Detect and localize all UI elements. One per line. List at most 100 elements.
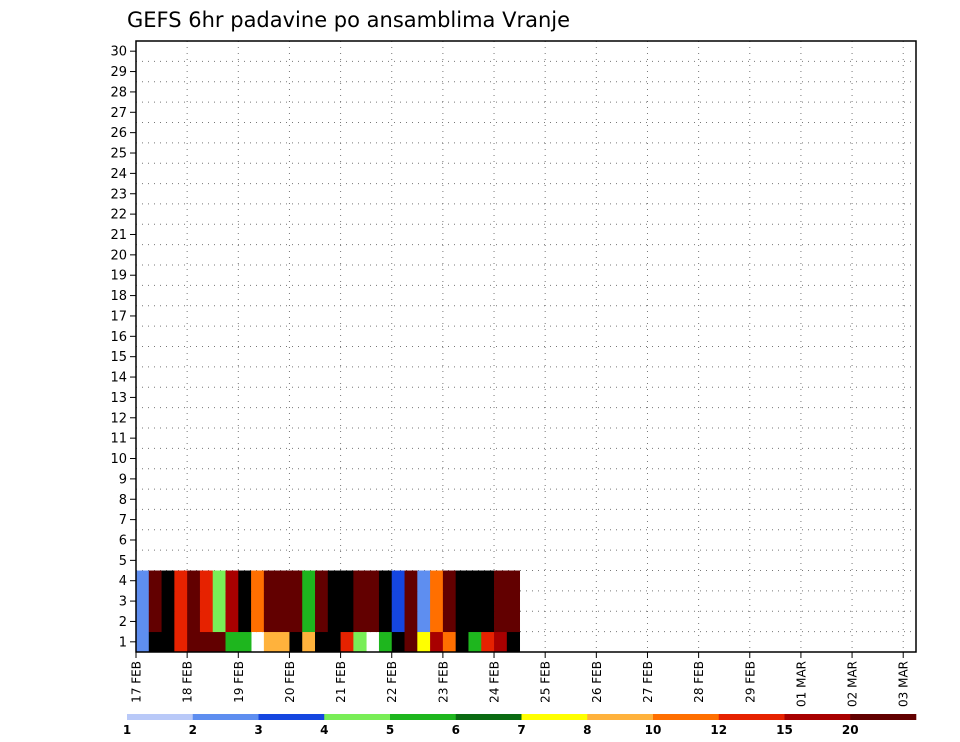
heatmap-cell <box>455 570 469 592</box>
x-tick-label: 17 FEB <box>130 661 144 703</box>
y-tick-label: 4 <box>119 574 127 589</box>
heatmap-cell <box>136 570 150 592</box>
y-tick-label: 8 <box>119 493 127 508</box>
x-tick-label: 21 FEB <box>334 661 348 703</box>
heatmap-cell <box>148 590 162 612</box>
legend-swatch <box>127 714 194 720</box>
y-tick-label: 26 <box>110 126 127 141</box>
heatmap-cell <box>263 590 278 612</box>
y-tick-label: 24 <box>110 167 127 182</box>
heatmap-cell <box>442 570 457 592</box>
y-tick-label: 19 <box>110 269 127 284</box>
x-tick-label: 22 FEB <box>385 661 399 703</box>
heatmap-cell <box>276 570 290 592</box>
heatmap-cell <box>315 611 329 633</box>
heatmap-cell <box>174 570 188 592</box>
heatmap-cell <box>199 570 214 592</box>
heatmap-cell <box>417 631 431 653</box>
heatmap-cell <box>327 611 341 633</box>
heatmap-cell <box>340 590 354 612</box>
heatmap-cell <box>455 611 469 633</box>
heatmap-cell <box>148 611 162 633</box>
heatmap-cell <box>161 611 175 633</box>
heatmap-cell <box>430 570 444 592</box>
heatmap-cell <box>315 631 329 653</box>
legend-label: 8 <box>583 723 591 737</box>
x-tick-label: 25 FEB <box>539 661 553 703</box>
y-tick-label: 21 <box>110 228 127 243</box>
heatmap-cell <box>353 611 367 633</box>
legend: 1 2 3 4 5 6 7 8 10 12 15 20 <box>123 714 917 737</box>
legend-label: 4 <box>320 723 328 737</box>
y-tick-label: 1 <box>119 635 127 650</box>
heatmap-cell <box>442 631 457 653</box>
legend-swatch <box>653 714 720 720</box>
heatmap-cell <box>148 631 162 653</box>
heatmap-cell <box>417 590 431 612</box>
y-tick-label: 29 <box>110 65 127 80</box>
heatmap-cell <box>136 611 150 633</box>
y-tick-label: 6 <box>119 533 127 548</box>
heatmap-cell <box>276 611 290 633</box>
heatmap-cell <box>506 590 521 612</box>
heatmap-cell <box>187 611 201 633</box>
heatmap-cell <box>340 631 354 653</box>
heatmap-cell <box>506 570 521 592</box>
heatmap-cell <box>161 570 175 592</box>
heatmap-cell <box>199 611 214 633</box>
heatmap-cell <box>404 611 418 633</box>
heatmap-cell <box>276 631 290 653</box>
heatmap-cell <box>340 611 354 633</box>
legend-label: 6 <box>452 723 460 737</box>
heatmap-cell <box>404 570 418 592</box>
heatmap-cell <box>506 631 521 653</box>
y-axis: 1234567891011121314151617181920212223242… <box>110 45 136 650</box>
legend-swatch <box>850 714 917 720</box>
heatmap-cell <box>276 590 290 612</box>
y-tick-label: 12 <box>110 411 127 426</box>
y-tick-label: 9 <box>119 472 127 487</box>
legend-swatch <box>718 714 785 720</box>
heatmap-cell <box>238 570 252 592</box>
heatmap-cell <box>302 611 316 633</box>
x-tick-label: 28 FEB <box>692 661 706 703</box>
heatmap-cell <box>353 590 367 612</box>
heatmap-cell <box>353 570 367 592</box>
legend-swatch <box>324 714 391 720</box>
heatmap-cell <box>161 631 175 653</box>
cells-layer <box>136 570 521 653</box>
heatmap-cell <box>391 611 405 633</box>
heatmap-cell <box>430 590 444 612</box>
legend-label: 5 <box>386 723 394 737</box>
heatmap-cell <box>366 590 380 612</box>
y-tick-label: 14 <box>110 371 127 386</box>
heatmap-cell <box>378 590 393 612</box>
heatmap-cell <box>289 570 303 592</box>
y-tick-label: 13 <box>110 391 127 406</box>
heatmap-cell <box>442 590 457 612</box>
heatmap-cell <box>263 631 278 653</box>
heatmap-cell <box>315 590 329 612</box>
heatmap-cell <box>468 631 482 653</box>
heatmap-cell <box>494 611 508 633</box>
y-tick-label: 11 <box>110 432 127 447</box>
y-tick-label: 27 <box>110 106 127 121</box>
y-tick-label: 2 <box>119 615 127 630</box>
legend-label: 2 <box>189 723 197 737</box>
heatmap-cell <box>366 570 380 592</box>
heatmap-cell <box>136 590 150 612</box>
x-tick-label: 29 FEB <box>743 661 757 703</box>
heatmap-cell <box>251 611 265 633</box>
legend-label: 15 <box>776 723 793 737</box>
heatmap-cell <box>327 590 341 612</box>
heatmap-cell <box>468 590 482 612</box>
grid-layer <box>135 40 916 652</box>
heatmap-cell <box>417 570 431 592</box>
x-tick-label: 23 FEB <box>436 661 450 703</box>
heatmap-cell <box>238 611 252 633</box>
heatmap-cell <box>302 631 316 653</box>
heatmap-cell <box>366 611 380 633</box>
heatmap-cell <box>430 611 444 633</box>
heatmap-cell <box>442 611 457 633</box>
